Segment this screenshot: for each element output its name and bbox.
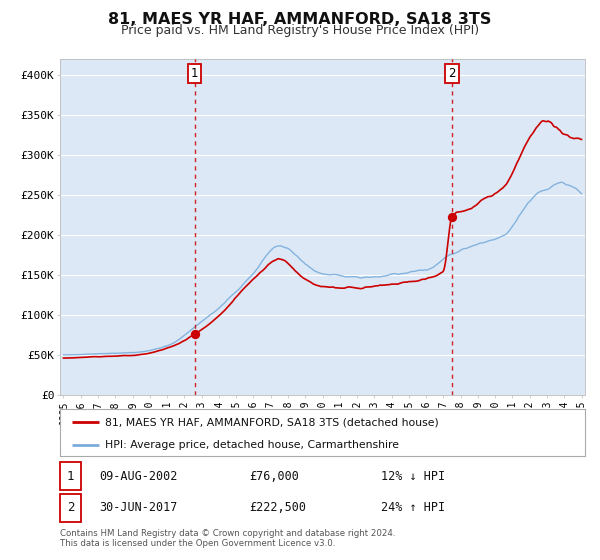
Text: 24% ↑ HPI: 24% ↑ HPI [381, 501, 445, 515]
Text: 1: 1 [67, 469, 74, 483]
Text: 09-AUG-2002: 09-AUG-2002 [99, 469, 178, 483]
Text: 2: 2 [448, 67, 456, 81]
Text: 12% ↓ HPI: 12% ↓ HPI [381, 469, 445, 483]
Point [447, 212, 457, 221]
Text: Contains HM Land Registry data © Crown copyright and database right 2024.: Contains HM Land Registry data © Crown c… [60, 529, 395, 538]
Text: 2: 2 [67, 501, 74, 515]
Text: £222,500: £222,500 [249, 501, 306, 515]
Text: £76,000: £76,000 [249, 469, 299, 483]
Point [190, 329, 200, 338]
Text: HPI: Average price, detached house, Carmarthenshire: HPI: Average price, detached house, Carm… [104, 440, 398, 450]
Text: Price paid vs. HM Land Registry's House Price Index (HPI): Price paid vs. HM Land Registry's House … [121, 24, 479, 36]
Text: 81, MAES YR HAF, AMMANFORD, SA18 3TS (detached house): 81, MAES YR HAF, AMMANFORD, SA18 3TS (de… [104, 417, 439, 427]
Text: 81, MAES YR HAF, AMMANFORD, SA18 3TS: 81, MAES YR HAF, AMMANFORD, SA18 3TS [109, 12, 491, 27]
Text: 30-JUN-2017: 30-JUN-2017 [99, 501, 178, 515]
Text: This data is licensed under the Open Government Licence v3.0.: This data is licensed under the Open Gov… [60, 539, 335, 548]
Text: 1: 1 [191, 67, 199, 81]
